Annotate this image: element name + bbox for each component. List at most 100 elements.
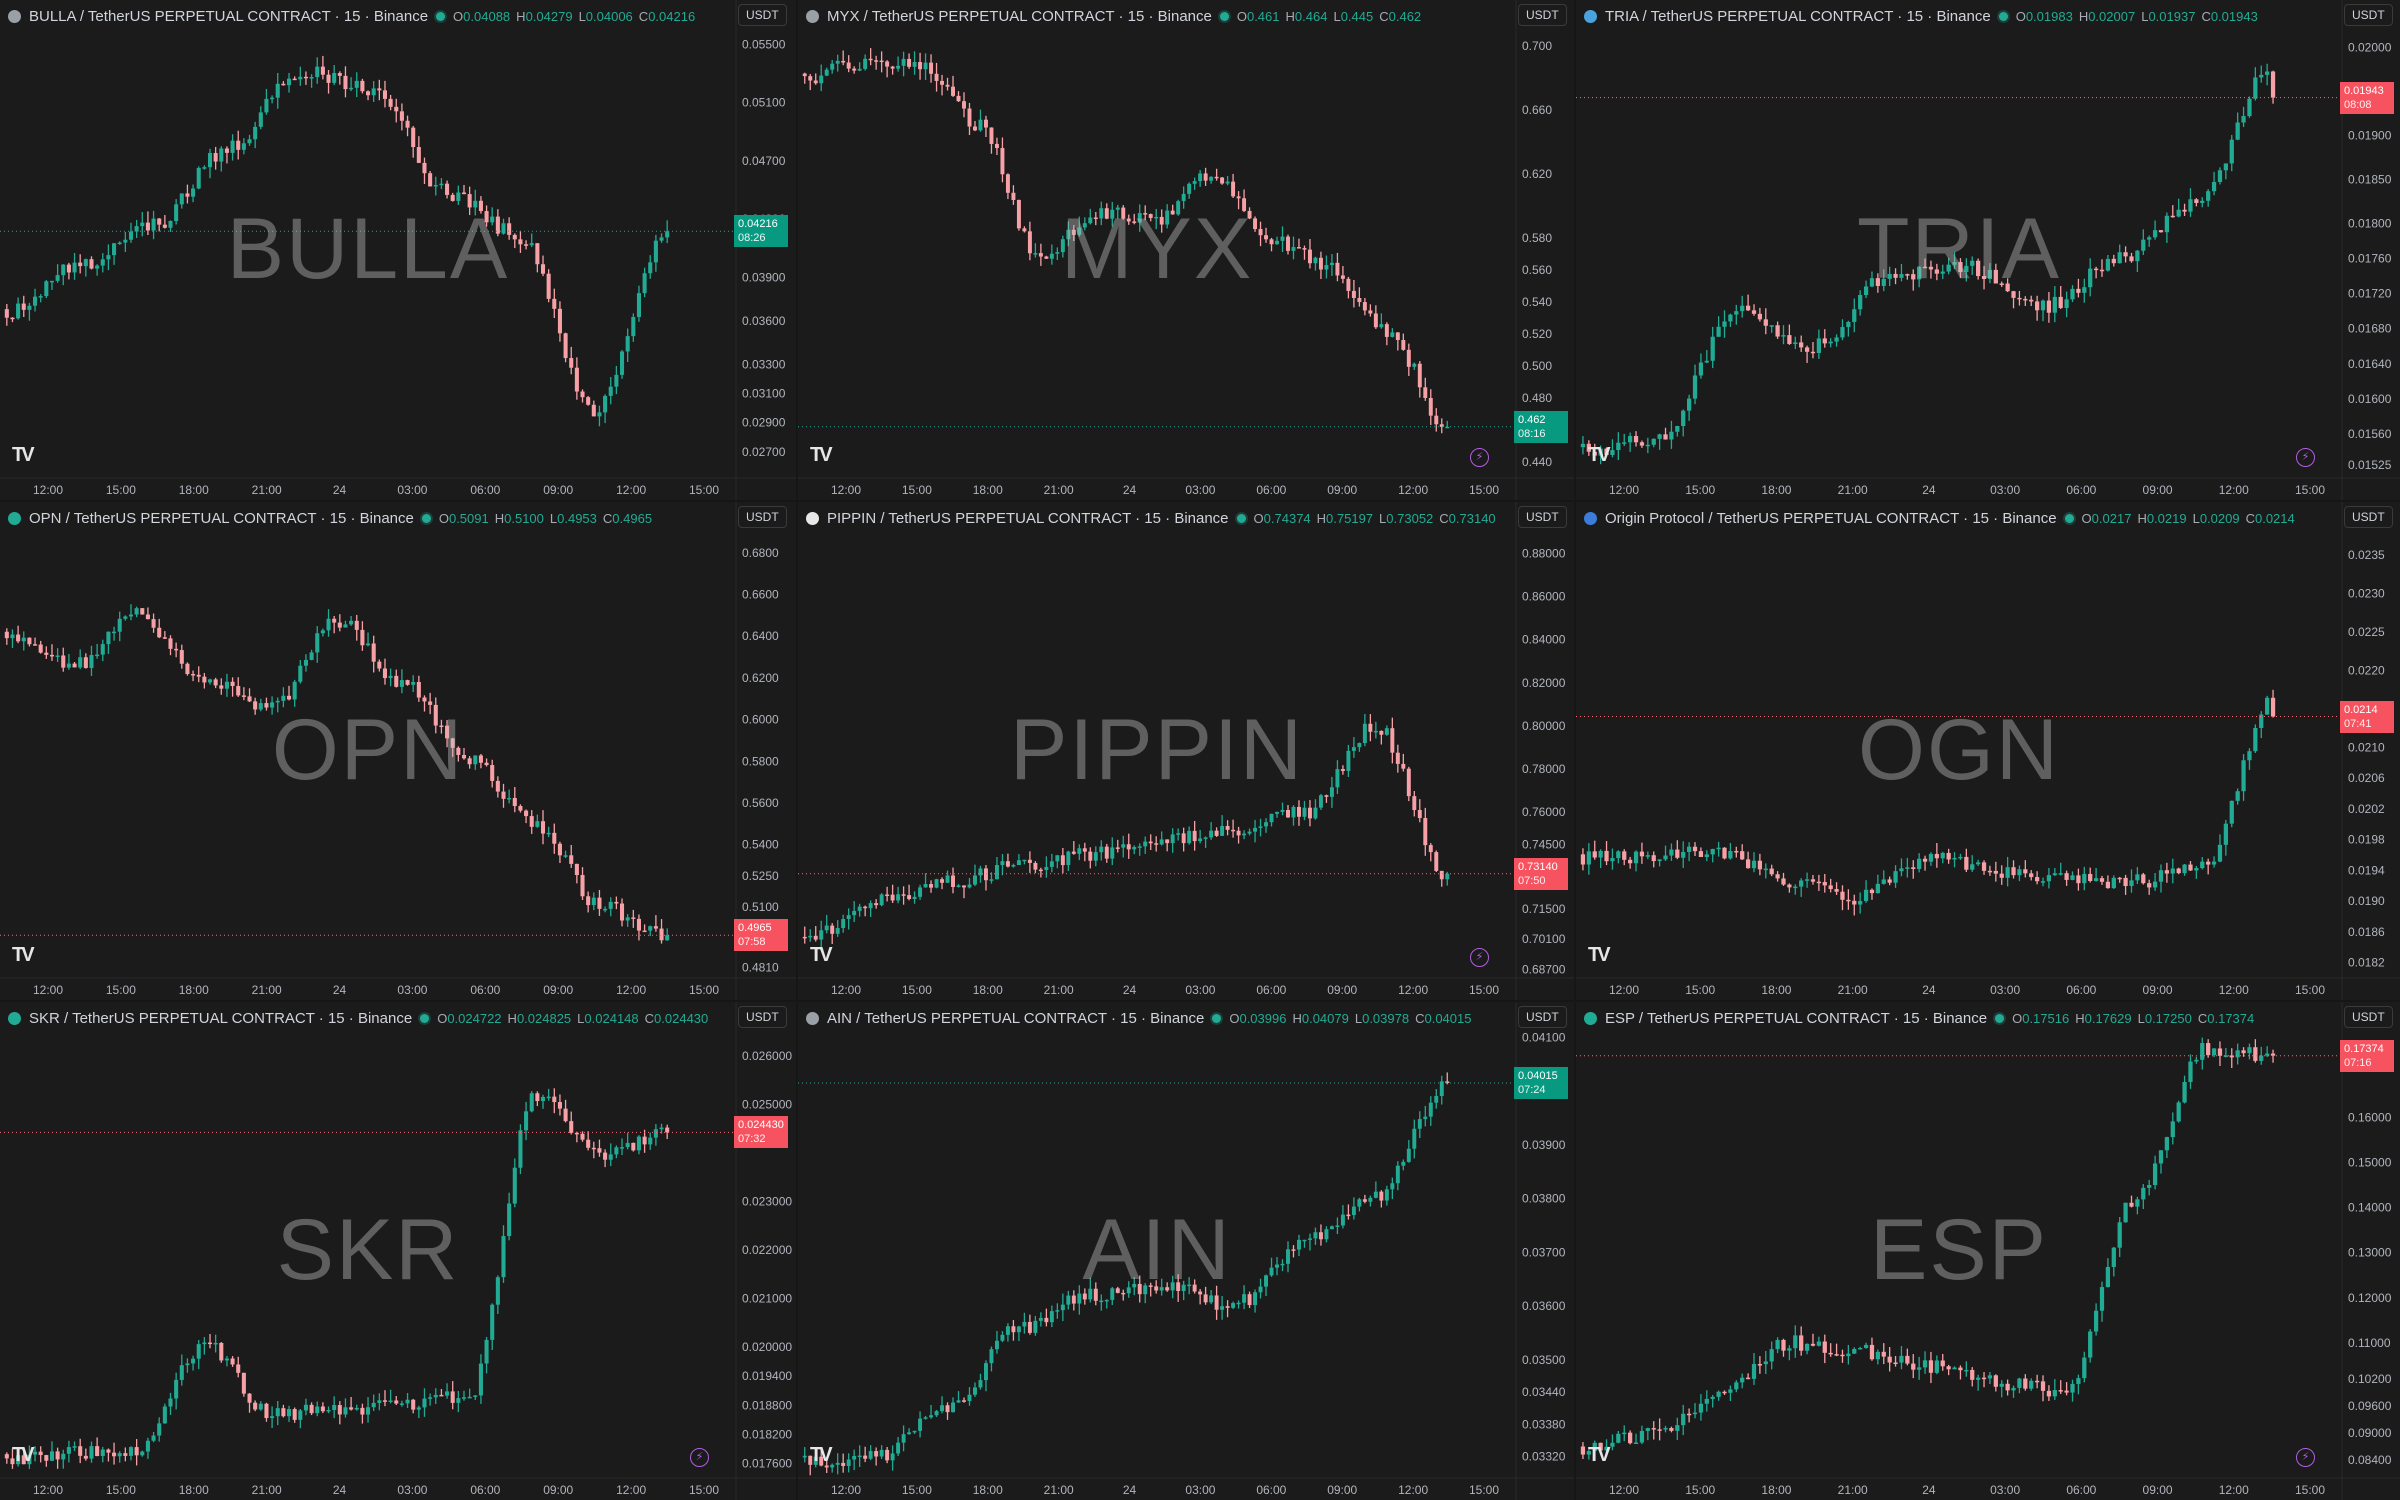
symbol-title[interactable]: BULLA / TetherUS PERPETUAL CONTRACT · 15… bbox=[29, 7, 429, 25]
lightning-alert-icon[interactable]: ⚡ bbox=[690, 1448, 709, 1467]
tradingview-logo-icon[interactable]: TV bbox=[810, 444, 832, 466]
ohlc-c-label: C bbox=[2201, 8, 2211, 24]
candlestick-chart[interactable]: 0.6800 0.6600 0.6400 0.6200 0.6000 0.5800 0.56… bbox=[0, 502, 796, 1000]
bar-countdown-timer: 08:26 bbox=[738, 232, 766, 244]
symbol-title[interactable]: Origin Protocol / TetherUS PERPETUAL CON… bbox=[1605, 509, 2057, 527]
chart-pane-myx[interactable]: MYX / TetherUS PERPETUAL CONTRACT · 15 ·… bbox=[798, 0, 1574, 500]
candle bbox=[61, 647, 66, 672]
candle bbox=[1104, 843, 1109, 863]
candle bbox=[2058, 285, 2063, 310]
candle bbox=[2005, 1379, 2010, 1396]
candle bbox=[2176, 867, 2181, 875]
symbol-title[interactable]: OPN / TetherUS PERPETUAL CONTRACT · 15 ·… bbox=[29, 509, 414, 527]
candlestick-chart[interactable]: 0.700 0.660 0.620 0.580 0.560 0.540 0.520 0.500… bbox=[798, 0, 1574, 500]
chart-pane-esp[interactable]: ESP / TetherUS PERPETUAL CONTRACT · 15 ·… bbox=[1576, 1002, 2400, 1500]
candle bbox=[354, 614, 359, 641]
candle bbox=[546, 1088, 551, 1101]
symbol-title[interactable]: SKR / TetherUS PERPETUAL CONTRACT · 15 ·… bbox=[29, 1009, 413, 1027]
candlestick-chart[interactable]: 0.0235 0.0230 0.0225 0.0220 0.0210 0.0206 0.02… bbox=[1576, 502, 2400, 1000]
chart-pane-tria[interactable]: TRIA / TetherUS PERPETUAL CONTRACT · 15 … bbox=[1576, 0, 2400, 500]
candle bbox=[1722, 847, 1727, 860]
candle bbox=[2082, 278, 2087, 303]
candle bbox=[835, 1453, 840, 1475]
candle bbox=[929, 880, 934, 893]
candle bbox=[2176, 198, 2181, 218]
ohlc-h: H0.464 bbox=[1286, 9, 1328, 24]
candle bbox=[179, 193, 184, 209]
tradingview-logo-icon[interactable]: TV bbox=[810, 944, 832, 966]
candle bbox=[929, 54, 934, 83]
ohlc-o: O0.0217 bbox=[2082, 511, 2132, 526]
candlestick-chart[interactable]: 0.04100 0.03900 0.03800 0.03700 0.03600 0.035… bbox=[798, 1002, 1574, 1500]
candle bbox=[134, 1439, 139, 1466]
currency-unit-button[interactable]: USDT bbox=[2344, 4, 2393, 26]
symbol-title[interactable]: TRIA / TetherUS PERPETUAL CONTRACT · 15 … bbox=[1605, 7, 1991, 25]
currency-unit-button[interactable]: USDT bbox=[2344, 1006, 2393, 1028]
candle bbox=[1940, 851, 1945, 864]
candle bbox=[2117, 244, 2122, 264]
chart-pane-ain[interactable]: AIN / TetherUS PERPETUAL CONTRACT · 15 ·… bbox=[798, 1002, 1574, 1500]
chart-pane-ogn[interactable]: Origin Protocol / TetherUS PERPETUAL CON… bbox=[1576, 502, 2400, 1000]
candle bbox=[399, 1400, 404, 1407]
candle bbox=[2017, 1377, 2022, 1394]
candle bbox=[2253, 1039, 2258, 1063]
candle bbox=[1154, 1280, 1159, 1294]
currency-unit-button[interactable]: USDT bbox=[738, 4, 787, 26]
tradingview-logo-icon[interactable]: TV bbox=[1588, 1444, 1610, 1466]
currency-unit-button[interactable]: USDT bbox=[738, 1006, 787, 1028]
tradingview-logo-icon[interactable]: TV bbox=[12, 1444, 34, 1466]
price-axis-tick: 0.01600 bbox=[2348, 392, 2392, 406]
symbol-title[interactable]: ESP / TetherUS PERPETUAL CONTRACT · 15 ·… bbox=[1605, 1009, 1988, 1027]
candlestick-chart[interactable]: 0.16000 0.15000 0.14000 0.13000 0.12000 0.110… bbox=[1576, 1002, 2400, 1500]
candlestick-chart[interactable]: 0.02000 0.01900 0.01850 0.01800 0.01760 0.017… bbox=[1576, 0, 2400, 500]
candle bbox=[2259, 65, 2264, 83]
chart-pane-skr[interactable]: SKR / TetherUS PERPETUAL CONTRACT · 15 ·… bbox=[0, 1002, 796, 1500]
candle bbox=[428, 692, 433, 715]
lightning-alert-icon[interactable]: ⚡ bbox=[2296, 1448, 2315, 1467]
lightning-alert-icon[interactable]: ⚡ bbox=[1470, 948, 1489, 967]
candle bbox=[923, 873, 928, 888]
time-axis-tick: 24 bbox=[1922, 983, 1936, 997]
candle bbox=[1247, 828, 1252, 836]
candle bbox=[1657, 1418, 1662, 1441]
candlestick-chart[interactable]: 0.026000 0.025000 0.023000 0.022000 0.021000… bbox=[0, 1002, 796, 1500]
candle bbox=[896, 56, 901, 72]
tradingview-logo-icon[interactable]: TV bbox=[12, 944, 34, 966]
chart-pane-pippin[interactable]: PIPPIN / TetherUS PERPETUAL CONTRACT · 1… bbox=[798, 502, 1574, 1000]
currency-unit-button[interactable]: USDT bbox=[1518, 506, 1567, 528]
currency-unit-button[interactable]: USDT bbox=[1518, 4, 1567, 26]
candle bbox=[2082, 866, 2087, 891]
candlestick-chart[interactable]: 0.055000.051000.047000.043000.039000.036… bbox=[0, 0, 796, 500]
candle bbox=[1297, 238, 1301, 249]
candle bbox=[1604, 841, 1609, 866]
candlestick-chart[interactable]: 0.88000 0.86000 0.84000 0.82000 0.80000 0.780… bbox=[798, 502, 1574, 1000]
candle bbox=[450, 737, 455, 757]
candle bbox=[270, 1406, 275, 1429]
tradingview-logo-icon[interactable]: TV bbox=[1588, 444, 1610, 466]
candle bbox=[2076, 868, 2081, 891]
candle bbox=[1622, 1425, 1627, 1442]
lightning-alert-icon[interactable]: ⚡ bbox=[2296, 448, 2315, 467]
candle bbox=[1740, 844, 1745, 860]
candle bbox=[1993, 263, 1998, 284]
currency-unit-button[interactable]: USDT bbox=[1518, 1006, 1567, 1028]
time-axis-tick: 21:00 bbox=[252, 983, 282, 997]
tradingview-logo-icon[interactable]: TV bbox=[810, 1444, 832, 1466]
tradingview-logo-icon[interactable]: TV bbox=[12, 444, 34, 466]
currency-unit-button[interactable]: USDT bbox=[2344, 506, 2393, 528]
symbol-title[interactable]: PIPPIN / TetherUS PERPETUAL CONTRACT · 1… bbox=[827, 509, 1229, 527]
currency-unit-button[interactable]: USDT bbox=[738, 506, 787, 528]
chart-pane-opn[interactable]: OPN / TetherUS PERPETUAL CONTRACT · 15 ·… bbox=[0, 502, 796, 1000]
symbol-title[interactable]: MYX / TetherUS PERPETUAL CONTRACT · 15 ·… bbox=[827, 7, 1212, 25]
candle bbox=[2247, 748, 2252, 770]
candle bbox=[1852, 1347, 1857, 1355]
symbol-title[interactable]: AIN / TetherUS PERPETUAL CONTRACT · 15 ·… bbox=[827, 1009, 1205, 1027]
chart-pane-bulla[interactable]: BULLA / TetherUS PERPETUAL CONTRACT · 15… bbox=[0, 0, 796, 500]
candle bbox=[1324, 794, 1329, 803]
candle bbox=[1049, 1305, 1054, 1328]
candle bbox=[337, 1401, 342, 1425]
lightning-alert-icon[interactable]: ⚡ bbox=[1470, 448, 1489, 467]
tradingview-logo-icon[interactable]: TV bbox=[1588, 944, 1610, 966]
candle bbox=[162, 1403, 167, 1424]
candle bbox=[1869, 271, 1875, 288]
